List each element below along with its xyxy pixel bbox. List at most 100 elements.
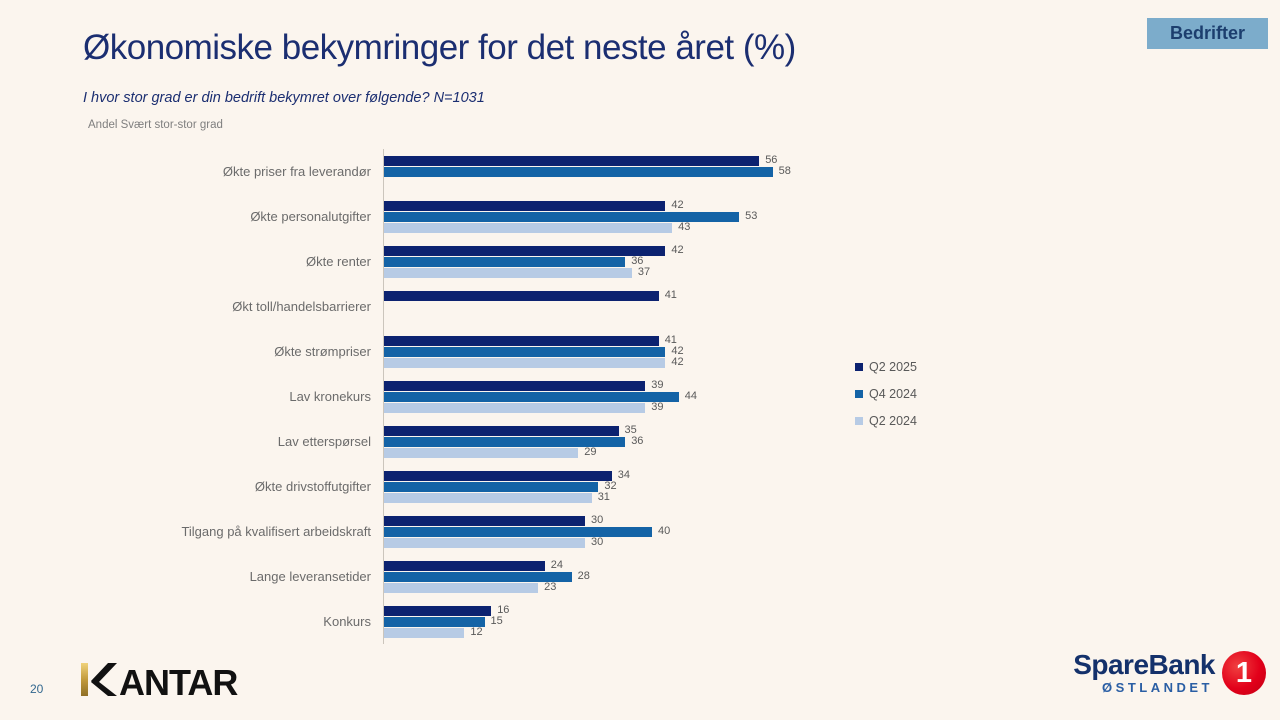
legend-item: Q4 2024 [855,384,917,404]
bar [384,290,659,301]
bar-group: 34 32 31 [383,464,900,509]
chart-rows: Økte priser fra leverandør 56 58 Økte perso… [0,149,900,644]
bar-slot: 56 [384,155,900,166]
bar [384,470,612,481]
bar-group: 35 36 29 [383,419,900,464]
bar-value-label: 56 [765,154,778,166]
bar-value-label: 44 [684,390,698,402]
bar-slot: 36 [384,256,900,267]
chart-row: Økt toll/handelsbarrierer 41 [0,284,900,329]
bar-slot: 42 [384,200,900,211]
legend-label: Q2 2025 [869,360,917,374]
bar [384,402,646,413]
bar-chart: Økte priser fra leverandør 56 58 Økte perso… [0,149,900,644]
bar-value-label: 12 [470,626,483,638]
bar-value-label: 30 [591,514,604,526]
bar [384,526,652,537]
chart-row: Tilgang på kvalifisert arbeidskraft 30 40 3… [0,509,900,554]
bar-value-label: 34 [617,469,631,481]
bar-value-label: 36 [631,255,644,267]
bar [384,391,679,402]
bar-slot: 12 [384,627,900,638]
kantar-k-upper-arm [91,663,117,683]
category-label: Økte priser fra leverandør [222,164,371,179]
category-label: Økte drivstoffutgifter [254,479,371,494]
bar-value-label: 42 [671,356,684,368]
bar-value-label: 23 [544,581,557,593]
bar-value-label: 15 [490,615,503,627]
category-label: Tilgang på kvalifisert arbeidskraft [181,524,371,539]
bar-slot: 23 [384,582,900,593]
bar [384,245,666,256]
bar-group: 42 53 43 [383,194,900,239]
bar-slot: 29 [384,447,900,458]
question-subtitle: I hvor stor grad er din bedrift bekymret… [83,90,485,106]
bar-slot: 32 [384,481,900,492]
audience-tag: Bedrifter [1147,18,1268,49]
bar-value-label: 42 [671,345,684,357]
kantar-logo: ANTAR [80,661,240,704]
bar-slot: 43 [384,222,900,233]
bar-slot [384,177,900,188]
bar-slot: 34 [384,470,900,481]
category-label: Økte strømpriser [274,344,371,359]
chart-row: Lav kronekurs 39 44 39 [0,374,900,419]
bar-value-label: 36 [631,435,644,447]
category-label: Økte renter [305,254,371,269]
bar-value-label: 32 [604,480,617,492]
bar-slot: 39 [384,402,900,413]
kantar-wordmark: ANTAR [119,662,238,699]
bar [384,492,592,503]
bar [384,155,760,166]
bar-group: 42 36 37 [383,239,900,284]
bar [384,447,579,458]
bar-value-label: 58 [778,165,791,177]
legend-item: Q2 2025 [855,357,917,377]
bar-group: 56 58 [383,149,900,194]
legend-item: Q2 2024 [855,411,917,431]
bar-slot: 35 [384,425,900,436]
chart-row: Økte priser fra leverandør 56 58 [0,149,900,194]
bar [384,616,485,627]
bar-slot: 40 [384,526,900,537]
bar-slot: 30 [384,515,900,526]
bar-slot: 16 [384,605,900,616]
bar-value-label: 42 [671,199,684,211]
bar-value-label: 41 [664,334,677,346]
bar-slot: 53 [384,211,900,222]
bar-slot: 42 [384,346,900,357]
category-label: Lav etterspørsel [277,434,371,449]
bar-group: 16 15 12 [383,599,900,644]
bar-value-label: 24 [550,559,564,571]
category-label: Økte personalutgifter [250,209,371,224]
bar [384,346,666,357]
chart-row: Økte personalutgifter 42 53 43 [0,194,900,239]
bar [384,537,585,548]
bar-value-label: 39 [651,401,664,413]
chart-row: Økte drivstoffutgifter 34 32 31 [0,464,900,509]
bar-value-label: 41 [664,289,677,301]
category-label: Lange leveransetider [249,569,371,584]
page-number: 20 [30,682,44,696]
kantar-k-lower-arm [91,678,117,696]
bar-slot: 41 [384,335,900,346]
bar [384,357,666,368]
bar-value-label: 42 [671,244,684,256]
bar-group: 41 [383,284,900,329]
legend-label: Q4 2024 [869,387,917,401]
legend-swatch [855,390,863,398]
bar-group: 39 44 39 [383,374,900,419]
bar-slot: 41 [384,290,900,301]
category-label: Lav kronekurs [289,389,371,404]
bar-value-label: 53 [745,210,758,222]
measure-note: Andel Svært stor-stor grad [88,119,223,131]
bar-group: 41 42 42 [383,329,900,374]
page-title: Økonomiske bekymringer for det neste åre… [83,28,796,67]
bar-value-label: 35 [624,424,637,436]
chart-row: Lange leveransetider 24 28 23 [0,554,900,599]
bar-value-label: 31 [597,491,610,503]
legend-swatch [855,417,863,425]
bar-value-label: 29 [584,446,597,458]
bar [384,571,572,582]
